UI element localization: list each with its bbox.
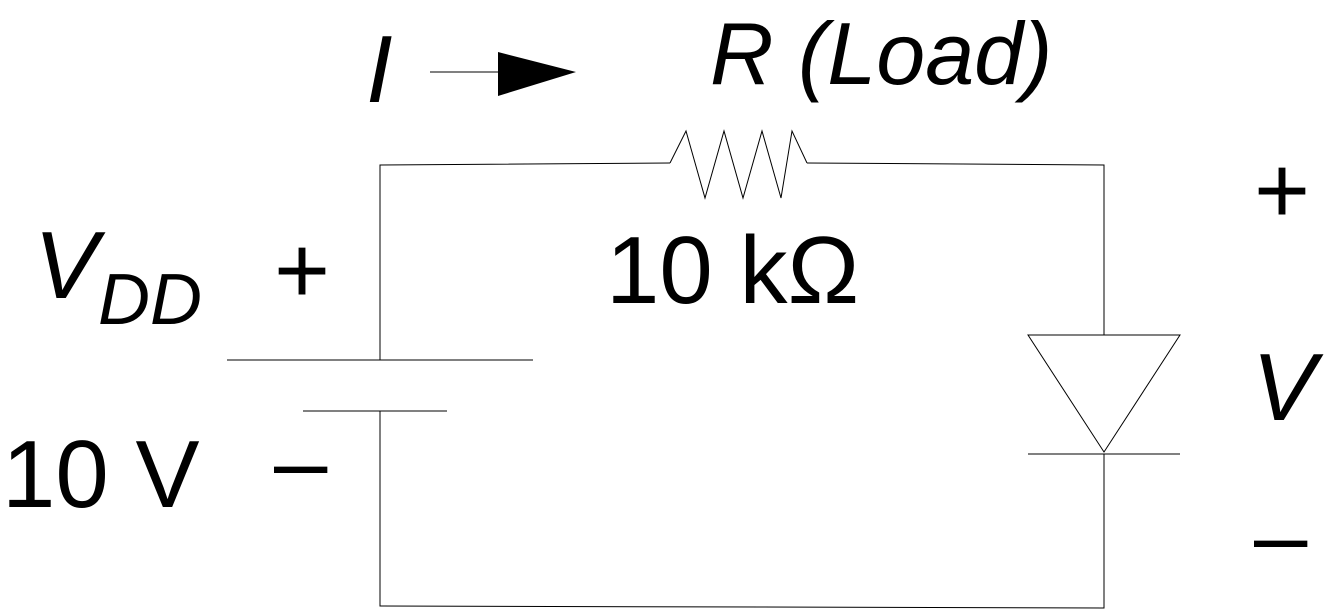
current-label: I [366,16,393,123]
resistor-symbol [669,129,808,200]
diode-plus-label: + [1254,137,1310,244]
diode-voltage-label: V [1252,334,1324,441]
top-right-wire [806,162,1105,335]
resistor-name-label: R (Load) [710,4,1052,103]
source-symbol-label: V [34,212,106,319]
resistor-value-label: 10 kΩ [606,217,859,324]
source-value-label: 10 V [2,421,199,528]
source-plus-label: + [274,217,330,324]
bottom-wire [379,411,1105,609]
source-subscript-label: DD [98,260,202,340]
diode-minus-label: – [1254,482,1308,589]
source-minus-label: – [274,408,328,515]
current-arrow-head [498,52,576,96]
top-left-wire [379,162,671,360]
diode-triangle [1027,334,1181,453]
